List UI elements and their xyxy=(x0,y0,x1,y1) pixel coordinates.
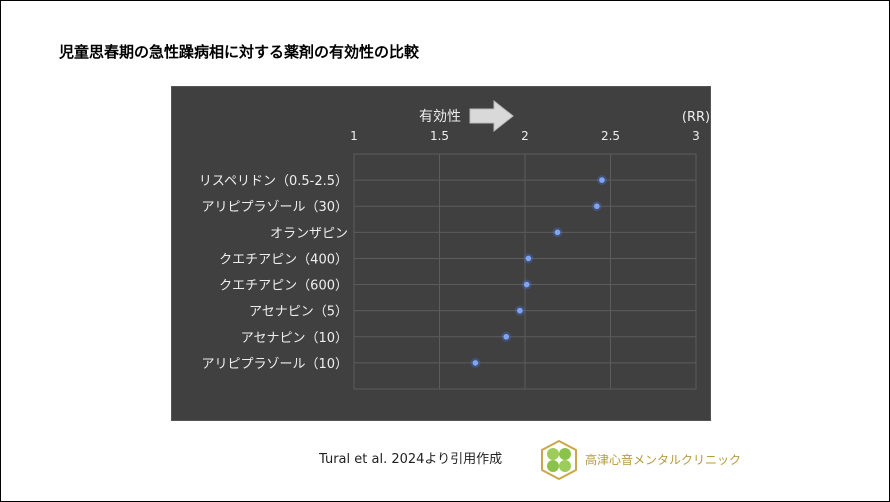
y-category-label: アリピプラゾール（30） xyxy=(201,200,348,215)
x-tick-label: 1 xyxy=(350,129,358,143)
data-point xyxy=(523,281,530,288)
data-point xyxy=(472,360,479,366)
slide-title: 児童思春期の急性躁病相に対する薬剤の有効性の比較 xyxy=(59,43,420,61)
y-category-label: リスペリドン（0.5-2.5） xyxy=(199,174,348,189)
data-point xyxy=(503,333,509,340)
x-tick-label: 3 xyxy=(692,129,700,143)
y-category-label: アセナピン（10） xyxy=(241,331,348,346)
y-category-label: クエチアピン（400） xyxy=(219,252,348,267)
x-tick-label: 1.5 xyxy=(430,129,449,143)
clinic-name: 高津心音メンタルクリニック xyxy=(585,453,742,467)
y-category-label: オランザピン xyxy=(270,226,348,241)
data-point xyxy=(599,177,605,183)
x-tick-label: 2.5 xyxy=(601,129,620,143)
dot-chart: 1 1.5 2 2.5 3 リスペリドン（0.5-2.5） アリピプラゾール（30） オランザ… xyxy=(171,86,711,421)
data-point xyxy=(554,229,561,236)
x-tick-label: 2 xyxy=(521,129,529,143)
chart-svg: 1 1.5 2 2.5 3 リスペリドン（0.5-2.5） アリピプラゾール（30） オランザ… xyxy=(199,99,710,390)
y-category-label: クエチアピン（600） xyxy=(219,279,348,294)
data-point xyxy=(594,203,600,210)
citation: Tural et al. 2024より引用作成 xyxy=(319,452,503,467)
y-category-label: アセナピン（5） xyxy=(249,305,348,320)
arrow-label: 有効性 xyxy=(419,109,461,125)
unit-label: (RR) xyxy=(682,110,710,125)
right-arrow-icon xyxy=(469,99,514,133)
data-point xyxy=(525,255,532,262)
clinic-logo-icon xyxy=(541,439,577,481)
data-point xyxy=(517,307,523,314)
y-category-label: アリピプラゾール（10） xyxy=(201,357,348,372)
